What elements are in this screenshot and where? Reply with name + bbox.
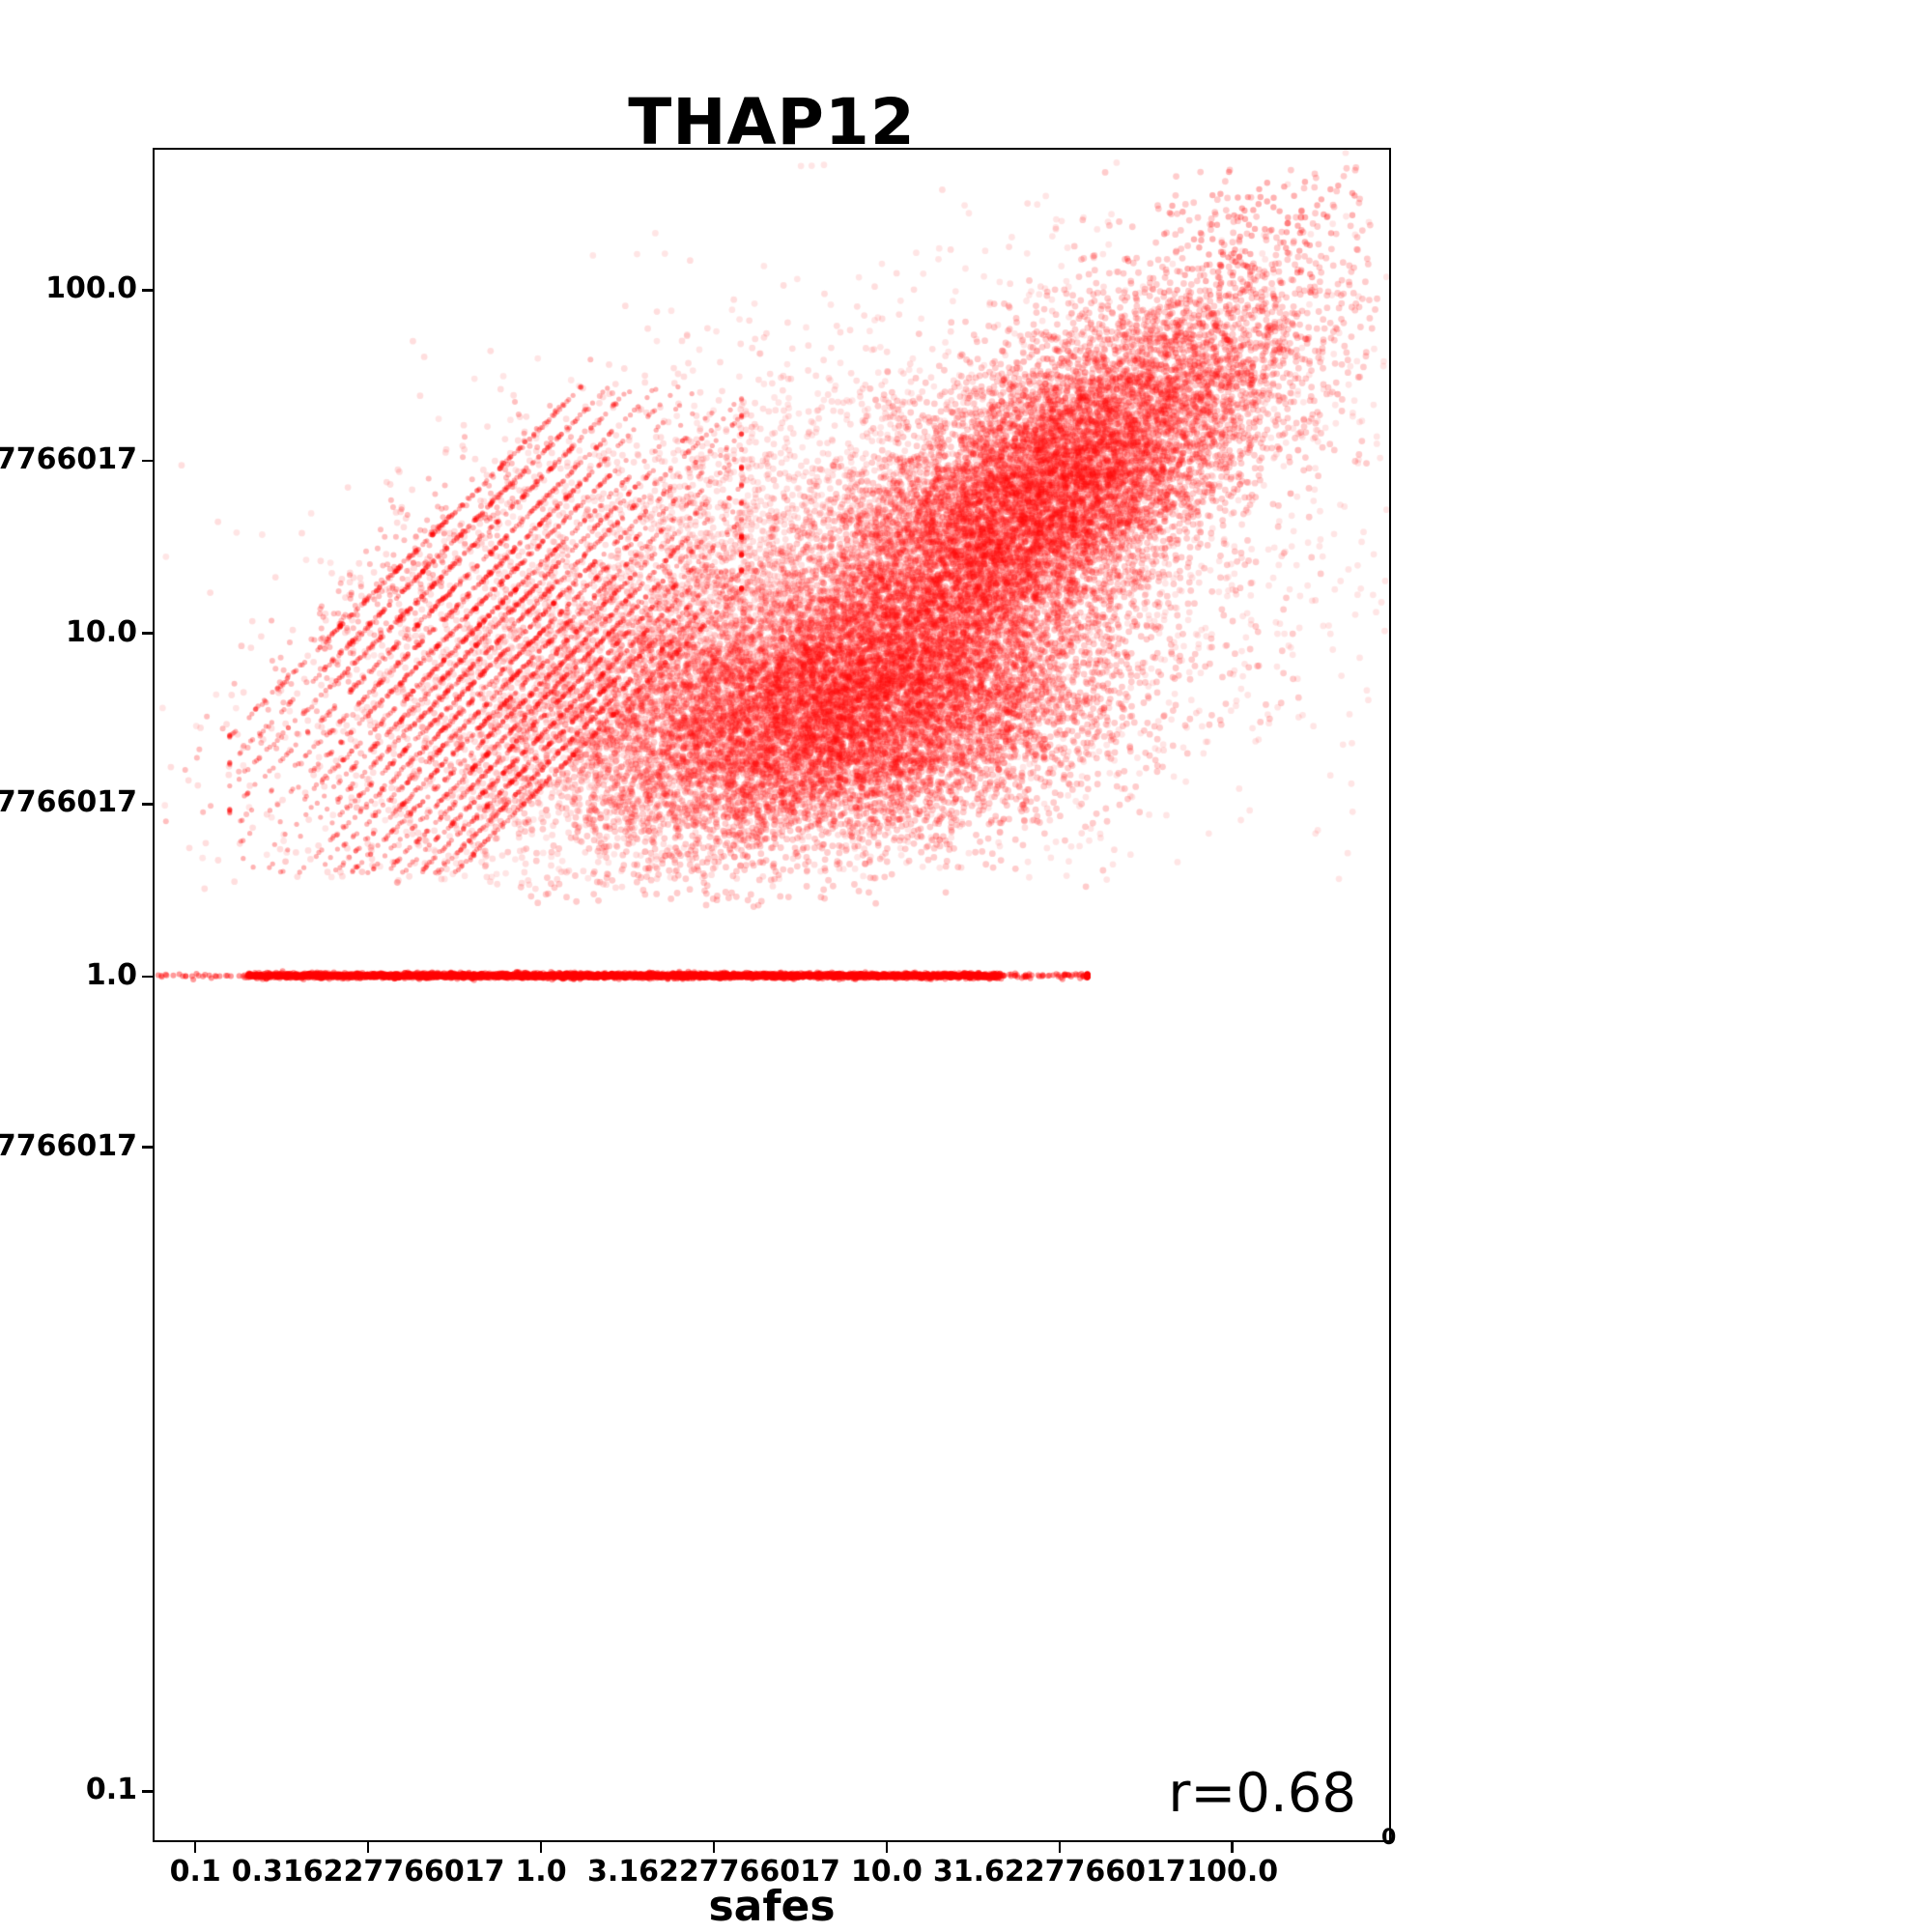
- y-tick-mark: [142, 975, 155, 978]
- y-tick-label: 6227766017: [0, 1128, 137, 1163]
- x-tick-mark: [1058, 1840, 1062, 1853]
- y-tick-mark: [142, 803, 155, 806]
- chart-title: THAP12: [628, 85, 916, 159]
- correlation-annotation: r=0.68: [1168, 1762, 1356, 1825]
- y-tick-label: 10.0: [65, 614, 137, 649]
- x-tick-mark: [193, 1840, 197, 1853]
- x-tick-mark: [712, 1840, 716, 1853]
- x-tick-mark: [366, 1840, 370, 1853]
- y-tick-mark: [142, 289, 155, 292]
- y-tick-label: 6227766017: [0, 442, 137, 476]
- y-tick-mark: [142, 1790, 155, 1793]
- x-tick-label: 10.0: [850, 1855, 923, 1889]
- y-tick-mark: [142, 632, 155, 635]
- y-tick-label: 0.1: [85, 1773, 137, 1807]
- x-tick-label: 3.16227766017: [586, 1855, 840, 1889]
- y-tick-label: 1.0: [85, 957, 137, 992]
- y-tick-mark: [142, 459, 155, 463]
- plot-area: r=0.68: [153, 148, 1391, 1842]
- x-axis-label: safes: [708, 1882, 836, 1931]
- x-tick-mark: [1231, 1840, 1234, 1853]
- y-tick-mark: [142, 1146, 155, 1149]
- y-tick-label: 6227766017: [0, 785, 137, 820]
- x-tick-label: 31.6227766017: [932, 1855, 1186, 1889]
- x-tick-mark: [539, 1840, 543, 1853]
- y-tick-label: 100.0: [45, 271, 137, 306]
- x-tick-label: 0.316227766017: [231, 1855, 505, 1889]
- x-tick-label: 1.0: [515, 1855, 567, 1889]
- scatter-canvas: [155, 150, 1389, 1840]
- x-tick-label: 100.0: [1186, 1855, 1279, 1889]
- x-tick-mark: [885, 1840, 889, 1853]
- corner-text: 0: [1381, 1826, 1397, 1850]
- x-tick-label: 0.1: [169, 1855, 221, 1889]
